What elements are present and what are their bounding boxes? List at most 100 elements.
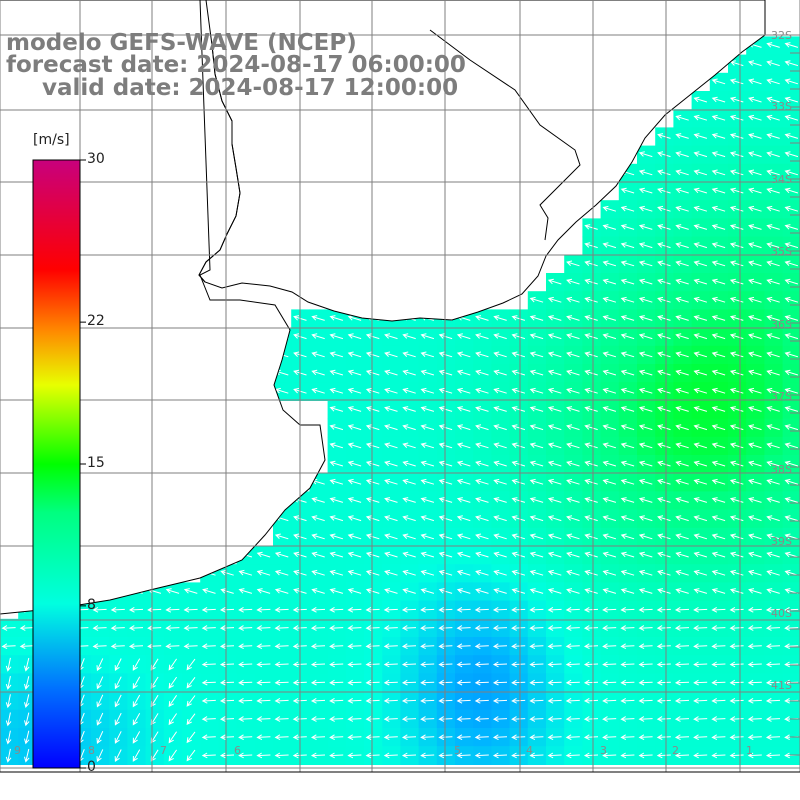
wind-arrow (565, 661, 580, 668)
wind-arrow (638, 278, 653, 285)
wind-arrow (729, 278, 744, 285)
wind-arrow (765, 606, 781, 613)
wind-arrow (547, 551, 562, 558)
wind-arrow (456, 351, 471, 358)
wind-arrow (347, 369, 362, 376)
wind-arrow (475, 315, 489, 321)
wind-arrow (365, 387, 380, 394)
wind-arrow (711, 133, 726, 139)
wind-arrow (492, 625, 508, 631)
wind-arrow (456, 588, 471, 594)
wind-arrow (765, 734, 781, 741)
wind-arrow (747, 734, 762, 741)
wind-arrow (420, 697, 435, 704)
wind-arrow (383, 697, 398, 704)
wind-arrow (311, 515, 325, 522)
wind-arrow (602, 315, 617, 321)
wind-arrow (329, 752, 344, 759)
wind-arrow (729, 187, 744, 194)
wind-arrow (765, 697, 781, 704)
wind-arrow (329, 569, 344, 576)
wind-arrow (711, 151, 726, 158)
latitude-label: 40S (771, 607, 792, 620)
wind-arrow (711, 697, 726, 704)
wind-arrow (511, 387, 526, 394)
wind-arrow (711, 387, 726, 394)
lat-lon-grid (0, 0, 800, 773)
wind-arrow (456, 406, 471, 412)
wind-arrow (674, 716, 690, 722)
wind-arrow (784, 661, 799, 668)
wind-arrow (693, 643, 708, 650)
wind-arrow (311, 497, 325, 503)
wind-arrow (529, 515, 544, 522)
wind-arrow (748, 296, 762, 303)
wind-arrow (475, 460, 489, 467)
wind-arrow (729, 661, 744, 668)
wind-arrow (547, 460, 562, 467)
wind-arrow (329, 478, 344, 485)
wind-arrow (675, 424, 689, 431)
wind-arrow (565, 734, 580, 741)
wind-arrow (693, 333, 708, 340)
wind-arrow (638, 315, 653, 321)
wind-arrow (219, 697, 235, 704)
wind-arrow (114, 731, 122, 744)
wind-arrow (784, 278, 799, 285)
wind-arrow (711, 187, 726, 194)
wind-arrow (311, 333, 325, 340)
wind-arrow (638, 716, 653, 722)
wind-arrow (748, 278, 762, 285)
wind-arrow (729, 533, 744, 540)
wind-arrow (529, 643, 544, 650)
wind-arrow (384, 515, 398, 522)
wind-arrow (693, 734, 708, 741)
wind-arrow (311, 369, 325, 376)
wind-arrow (132, 694, 141, 708)
wind-arrow (766, 242, 780, 249)
wind-arrow (274, 661, 289, 668)
wind-arrow (165, 588, 180, 594)
wind-arrow (311, 315, 325, 321)
wind-arrow (365, 351, 380, 358)
wind-arrow (584, 260, 598, 267)
wind-arrow (602, 679, 617, 686)
wind-arrow (201, 661, 216, 668)
wind-arrow (566, 333, 580, 340)
wind-arrow (729, 625, 744, 631)
wind-arrow (329, 697, 344, 704)
wind-arrow (602, 533, 617, 540)
wind-arrow (186, 695, 196, 707)
wind-arrow (620, 224, 635, 230)
wind-arrow (693, 515, 708, 522)
wind-arrow (620, 569, 635, 576)
wind-arrow (638, 242, 653, 249)
wind-arrow (438, 424, 453, 431)
wind-arrow (96, 658, 104, 672)
wind-arrow (402, 369, 416, 376)
wind-arrow (493, 333, 507, 340)
colorbar-tick-label: 22 (87, 313, 105, 330)
wind-arrow (693, 242, 708, 249)
wind-arrow (784, 442, 799, 449)
latitude-label: 38S (771, 463, 792, 476)
wind-arrow (584, 515, 598, 522)
wind-arrow (547, 679, 562, 686)
wind-arrow (657, 187, 671, 194)
wind-arrow (474, 606, 489, 613)
wind-arrow (766, 260, 780, 267)
wind-arrow (675, 588, 689, 594)
wind-arrow (168, 695, 178, 707)
wind-arrow (384, 478, 398, 485)
wind-arrow (365, 625, 380, 631)
wind-arrow (402, 387, 416, 394)
wind-arrow (493, 315, 507, 321)
wind-arrow (748, 478, 762, 485)
wind-arrow (420, 478, 435, 485)
wind-arrow (256, 734, 271, 741)
wind-arrow (729, 387, 744, 394)
wind-arrow (438, 734, 453, 741)
wind-arrow (638, 260, 653, 267)
wind-arrow (602, 697, 617, 704)
wind-arrow (168, 749, 178, 762)
